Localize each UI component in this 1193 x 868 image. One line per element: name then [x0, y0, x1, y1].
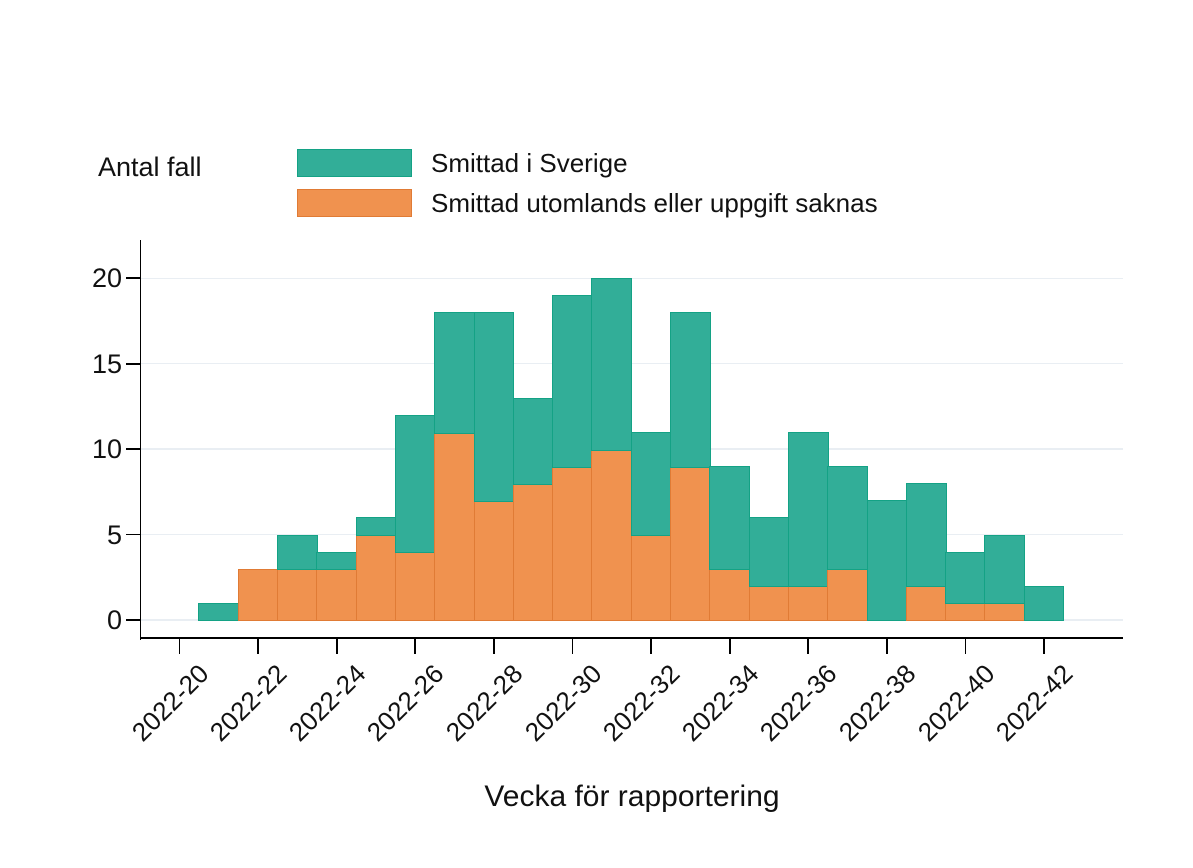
- bar-2022-33-sverige: [670, 312, 711, 468]
- x-tick-2022-42: [1043, 638, 1045, 654]
- legend-label-sverige: Smittad i Sverige: [431, 147, 628, 178]
- bar-2022-36-utomlands: [787, 585, 829, 622]
- bar-2022-42-sverige: [1023, 585, 1065, 622]
- x-tick-2022-34: [728, 638, 731, 654]
- x-tick-2022-24: [335, 638, 338, 654]
- x-tick-2022-30: [571, 638, 574, 654]
- bar-2022-27-sverige: [434, 312, 475, 434]
- bar-2022-35-sverige: [748, 517, 790, 588]
- x-tick-2022-26: [414, 638, 417, 654]
- y-tick-20: [126, 277, 141, 280]
- bar-2022-23-utomlands: [277, 568, 318, 622]
- y-tick-label-0: 0: [106, 605, 122, 635]
- bar-2022-30-sverige: [552, 295, 593, 468]
- legend-item: Smittad i Sverige: [297, 148, 878, 178]
- y-tick-0: [126, 619, 141, 621]
- x-tick-2022-28: [493, 638, 495, 654]
- bar-2022-26-utomlands: [394, 551, 436, 622]
- x-tick-2022-32: [650, 638, 652, 654]
- bar-2022-40-utomlands: [945, 602, 986, 622]
- x-tick-2022-38: [886, 638, 888, 654]
- y-tick-5: [126, 533, 141, 536]
- legend-label-utomlands: Smittad utomlands eller uppgift saknas: [431, 187, 878, 218]
- bar-2022-32-sverige: [630, 432, 672, 537]
- bar-2022-25-utomlands: [355, 534, 397, 622]
- y-tick-15: [126, 362, 141, 365]
- bar-2022-31-utomlands: [591, 449, 633, 622]
- bar-2022-39-sverige: [905, 483, 947, 588]
- bar-2022-21-sverige: [198, 602, 240, 622]
- legend-swatch-sverige: [297, 149, 412, 177]
- y-axis-title: Antal fall: [98, 152, 202, 182]
- x-tick-2022-20: [178, 638, 181, 654]
- bar-2022-35-utomlands: [748, 585, 790, 622]
- y-tick-10: [126, 448, 141, 451]
- bar-2022-29-sverige: [512, 397, 554, 485]
- bar-2022-24-utomlands: [316, 568, 358, 622]
- legend-item: Smittad utomlands eller uppgift saknas: [297, 188, 878, 218]
- x-tick-2022-36: [807, 638, 810, 654]
- y-tick-label-10: 10: [91, 434, 122, 465]
- bar-2022-32-utomlands: [630, 534, 672, 622]
- bar-2022-34-sverige: [709, 466, 751, 571]
- bar-2022-26-sverige: [394, 414, 436, 554]
- bar-2022-41-sverige: [984, 534, 1026, 605]
- bar-2022-27-utomlands: [434, 432, 475, 622]
- bar-2022-33-utomlands: [670, 466, 711, 622]
- bar-2022-37-sverige: [827, 466, 868, 571]
- y-axis-line: [139, 240, 142, 640]
- bar-2022-40-sverige: [945, 551, 986, 605]
- plot-area: [141, 240, 1123, 638]
- bar-2022-30-utomlands: [552, 466, 593, 622]
- bar-2022-25-sverige: [355, 517, 397, 537]
- x-tick-2022-40: [964, 638, 967, 654]
- legend: Smittad i Sverige Smittad utomlands eller…: [297, 148, 878, 228]
- bar-2022-38-sverige: [866, 500, 908, 622]
- bar-2022-36-sverige: [787, 432, 829, 588]
- bar-2022-29-utomlands: [512, 483, 554, 622]
- bar-2022-41-utomlands: [984, 602, 1026, 622]
- legend-swatch-utomlands: [297, 189, 412, 217]
- x-axis-title: Vecka för rapportering: [484, 780, 780, 813]
- bar-2022-37-utomlands: [827, 568, 868, 622]
- y-tick-label-20: 20: [91, 263, 122, 294]
- bar-2022-28-utomlands: [473, 500, 515, 622]
- y-tick-label-5: 5: [106, 519, 122, 550]
- bar-2022-23-sverige: [277, 534, 318, 571]
- bar-2022-34-utomlands: [709, 568, 751, 622]
- x-axis-line: [139, 637, 1123, 640]
- bar-2022-39-utomlands: [905, 585, 947, 622]
- bar-2022-28-sverige: [473, 312, 515, 502]
- bar-2022-31-sverige: [591, 278, 633, 451]
- y-tick-label-15: 15: [91, 348, 122, 379]
- bar-2022-22-utomlands: [237, 568, 279, 622]
- bar-2022-24-sverige: [316, 551, 358, 571]
- x-tick-2022-22: [257, 638, 259, 654]
